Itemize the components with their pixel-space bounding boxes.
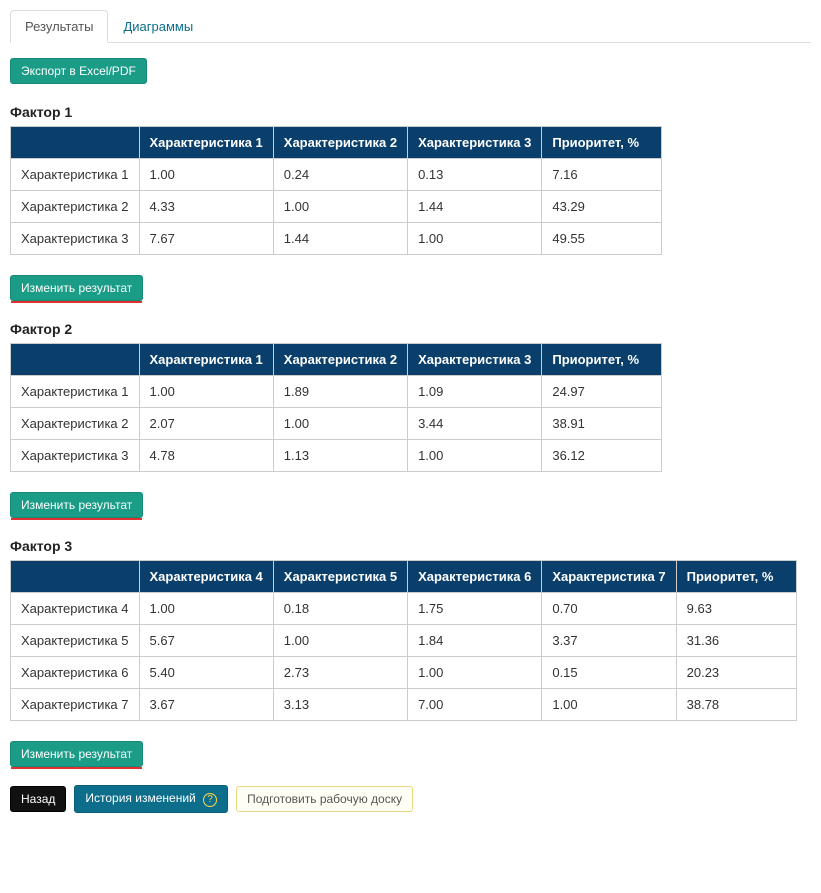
table-cell: 1.00 xyxy=(139,159,273,191)
table-row: Характеристика 55.671.001.843.3731.36 xyxy=(11,625,797,657)
bottom-buttons: Назад История изменений ? Подготовить ра… xyxy=(10,785,811,813)
table-header: Характеристика 4 xyxy=(139,561,273,593)
prepare-board-button[interactable]: Подготовить рабочую доску xyxy=(236,786,413,812)
table-header: Характеристика 7 xyxy=(542,561,676,593)
back-button[interactable]: Назад xyxy=(10,786,66,812)
table-row: Характеристика 65.402.731.000.1520.23 xyxy=(11,657,797,689)
table-row: Характеристика 37.671.441.0049.55 xyxy=(11,223,662,255)
table-row: Характеристика 41.000.181.750.709.63 xyxy=(11,593,797,625)
table-header: Характеристика 1 xyxy=(139,344,273,376)
table-cell: 1.00 xyxy=(408,440,542,472)
table-cell: 1.00 xyxy=(408,657,542,689)
table-cell: 3.44 xyxy=(408,408,542,440)
table-cell: 1.09 xyxy=(408,376,542,408)
table-cell: 38.91 xyxy=(542,408,662,440)
table-header: Характеристика 6 xyxy=(408,561,542,593)
factor-table: Характеристика 1Характеристика 2Характер… xyxy=(10,126,662,255)
row-label: Характеристика 3 xyxy=(11,223,140,255)
factor-title: Фактор 3 xyxy=(10,538,811,554)
table-header-empty xyxy=(11,127,140,159)
tab-charts[interactable]: Диаграммы xyxy=(108,10,208,42)
table-row: Характеристика 73.673.137.001.0038.78 xyxy=(11,689,797,721)
edit-result-button[interactable]: Изменить результат xyxy=(10,492,143,518)
table-cell: 1.44 xyxy=(273,223,407,255)
row-label: Характеристика 2 xyxy=(11,408,140,440)
row-label: Характеристика 7 xyxy=(11,689,140,721)
edit-result-button[interactable]: Изменить результат xyxy=(10,275,143,301)
factor-table: Характеристика 4Характеристика 5Характер… xyxy=(10,560,797,721)
table-cell: 1.75 xyxy=(408,593,542,625)
table-row: Характеристика 11.001.891.0924.97 xyxy=(11,376,662,408)
table-cell: 0.24 xyxy=(273,159,407,191)
table-cell: 1.13 xyxy=(273,440,407,472)
table-cell: 0.18 xyxy=(273,593,407,625)
table-cell: 1.00 xyxy=(139,376,273,408)
table-cell: 1.84 xyxy=(408,625,542,657)
table-cell: 0.15 xyxy=(542,657,676,689)
factor-title: Фактор 1 xyxy=(10,104,811,120)
table-cell: 49.55 xyxy=(542,223,662,255)
table-cell: 3.13 xyxy=(273,689,407,721)
table-cell: 1.00 xyxy=(139,593,273,625)
table-cell: 7.16 xyxy=(542,159,662,191)
table-cell: 1.89 xyxy=(273,376,407,408)
edit-result-button[interactable]: Изменить результат xyxy=(10,741,143,767)
factor-table: Характеристика 1Характеристика 2Характер… xyxy=(10,343,662,472)
table-row: Характеристика 34.781.131.0036.12 xyxy=(11,440,662,472)
table-cell: 4.78 xyxy=(139,440,273,472)
tab-results[interactable]: Результаты xyxy=(10,10,108,43)
history-button[interactable]: История изменений ? xyxy=(74,785,228,813)
table-cell: 4.33 xyxy=(139,191,273,223)
help-icon: ? xyxy=(203,793,217,807)
table-cell: 5.67 xyxy=(139,625,273,657)
table-header: Характеристика 1 xyxy=(139,127,273,159)
table-header: Характеристика 3 xyxy=(408,344,542,376)
row-label: Характеристика 3 xyxy=(11,440,140,472)
table-cell: 0.70 xyxy=(542,593,676,625)
table-cell: 0.13 xyxy=(408,159,542,191)
table-cell: 2.07 xyxy=(139,408,273,440)
table-header: Приоритет, % xyxy=(542,127,662,159)
factor-title: Фактор 2 xyxy=(10,321,811,337)
table-cell: 20.23 xyxy=(676,657,796,689)
table-cell: 1.00 xyxy=(273,191,407,223)
row-label: Характеристика 1 xyxy=(11,159,140,191)
table-cell: 24.97 xyxy=(542,376,662,408)
table-cell: 1.00 xyxy=(408,223,542,255)
export-button[interactable]: Экспорт в Excel/PDF xyxy=(10,58,147,84)
table-row: Характеристика 11.000.240.137.16 xyxy=(11,159,662,191)
row-label: Характеристика 4 xyxy=(11,593,140,625)
table-header: Приоритет, % xyxy=(676,561,796,593)
table-cell: 43.29 xyxy=(542,191,662,223)
table-header: Характеристика 2 xyxy=(273,344,407,376)
table-cell: 1.44 xyxy=(408,191,542,223)
row-label: Характеристика 1 xyxy=(11,376,140,408)
table-cell: 3.67 xyxy=(139,689,273,721)
table-cell: 5.40 xyxy=(139,657,273,689)
table-cell: 36.12 xyxy=(542,440,662,472)
row-label: Характеристика 6 xyxy=(11,657,140,689)
tabs: Результаты Диаграммы xyxy=(10,10,811,43)
table-cell: 38.78 xyxy=(676,689,796,721)
table-cell: 9.63 xyxy=(676,593,796,625)
table-cell: 2.73 xyxy=(273,657,407,689)
table-header-empty xyxy=(11,561,140,593)
table-header: Характеристика 3 xyxy=(408,127,542,159)
row-label: Характеристика 5 xyxy=(11,625,140,657)
table-cell: 31.36 xyxy=(676,625,796,657)
table-cell: 7.00 xyxy=(408,689,542,721)
row-label: Характеристика 2 xyxy=(11,191,140,223)
table-cell: 3.37 xyxy=(542,625,676,657)
table-cell: 1.00 xyxy=(542,689,676,721)
table-header: Характеристика 2 xyxy=(273,127,407,159)
table-row: Характеристика 22.071.003.4438.91 xyxy=(11,408,662,440)
table-header-empty xyxy=(11,344,140,376)
table-cell: 7.67 xyxy=(139,223,273,255)
history-button-label: История изменений xyxy=(85,791,195,805)
table-cell: 1.00 xyxy=(273,625,407,657)
table-cell: 1.00 xyxy=(273,408,407,440)
table-header: Приоритет, % xyxy=(542,344,662,376)
table-row: Характеристика 24.331.001.4443.29 xyxy=(11,191,662,223)
table-header: Характеристика 5 xyxy=(273,561,407,593)
